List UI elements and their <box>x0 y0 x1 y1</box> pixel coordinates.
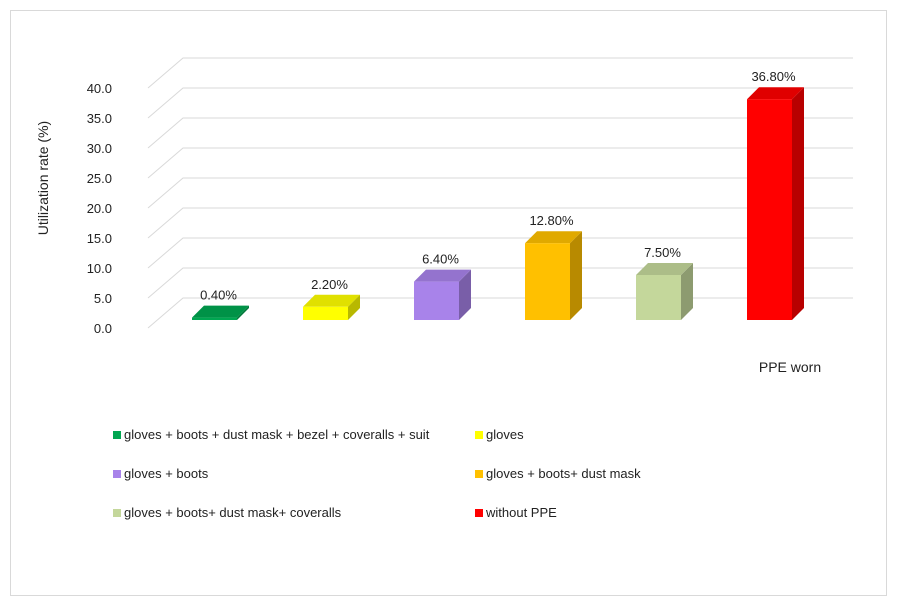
y-tick-label: 15.0 <box>87 231 112 246</box>
gridlines <box>147 57 853 329</box>
y-tick-label: 20.0 <box>87 201 112 216</box>
x-axis-category-label: PPE worn <box>759 359 821 375</box>
gridline <box>147 237 853 269</box>
y-tick-label: 40.0 <box>87 81 112 96</box>
y-tick-label: 25.0 <box>87 171 112 186</box>
gridline <box>147 147 853 179</box>
gridline <box>147 267 853 299</box>
bar <box>303 294 360 320</box>
data-label: 0.40% <box>200 288 237 303</box>
bars <box>192 87 804 320</box>
gridline <box>147 57 853 89</box>
data-label: 36.80% <box>751 69 796 84</box>
data-label: 7.50% <box>644 245 681 260</box>
data-label: 6.40% <box>422 252 459 267</box>
bar <box>636 263 693 320</box>
bar <box>414 269 471 320</box>
gridline <box>147 177 853 209</box>
y-axis-ticks: 0.0 5.0 10.0 15.0 20.0 25.0 30.0 35.0 40.0 <box>87 81 112 336</box>
gridline <box>147 207 853 239</box>
gridline <box>147 117 853 149</box>
y-tick-label: 5.0 <box>94 291 112 306</box>
gridline <box>147 297 853 329</box>
data-label: 2.20% <box>311 277 348 292</box>
data-label: 12.80% <box>529 213 574 228</box>
data-labels: 0.40% 2.20% 6.40% 12.80% 7.50% 36.80% <box>200 69 796 302</box>
gridline <box>147 87 853 119</box>
y-tick-label: 35.0 <box>87 111 112 126</box>
bar <box>747 87 804 320</box>
y-tick-label: 10.0 <box>87 261 112 276</box>
y-tick-label: 0.0 <box>94 321 112 336</box>
y-tick-label: 30.0 <box>87 141 112 156</box>
y-axis-label: Utilization rate (%) <box>35 121 51 235</box>
bar <box>525 231 582 320</box>
bar <box>192 305 249 320</box>
